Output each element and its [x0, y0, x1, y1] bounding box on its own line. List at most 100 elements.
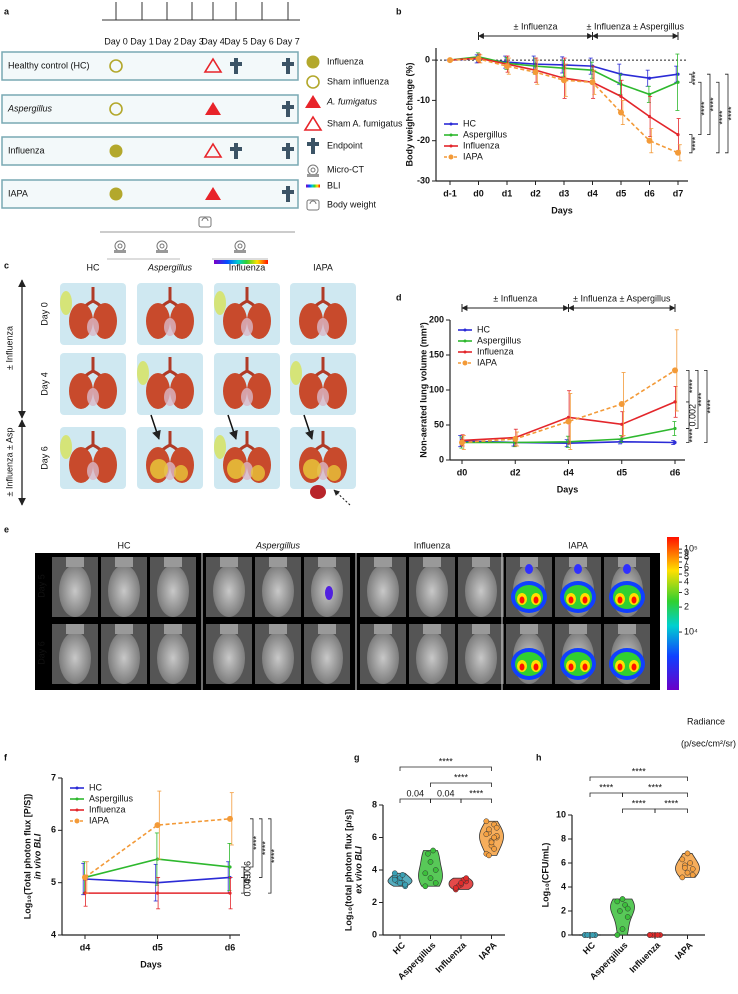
legend-marker — [462, 360, 468, 366]
x-tick-label: d6 — [225, 942, 236, 952]
timeline-legend-label: Sham A. fumigatus — [327, 118, 403, 128]
day-label: Day 0 — [104, 36, 128, 46]
legend-label: Aspergillus — [477, 335, 522, 345]
x-tick-label: IAPA — [477, 940, 499, 962]
mouse-holder — [472, 557, 490, 567]
significance-label: **** — [599, 782, 614, 792]
sham-influenza-symbol — [306, 75, 320, 89]
ct-artifact — [214, 435, 226, 459]
data-point — [589, 932, 596, 938]
group-row — [1, 94, 299, 124]
mouse — [59, 565, 91, 617]
heart — [87, 462, 99, 480]
data-point — [689, 866, 696, 872]
signal — [623, 564, 631, 574]
significance-bracket — [707, 73, 711, 136]
heart — [164, 318, 176, 336]
ct-artifact — [60, 435, 72, 459]
data-point — [619, 926, 626, 932]
data-point — [432, 880, 439, 886]
significance-label: **** — [690, 136, 700, 151]
sham-influenza-symbol — [109, 59, 123, 73]
series-point — [447, 57, 453, 64]
signal — [533, 663, 539, 671]
significance-label: **** — [705, 399, 715, 414]
group-label: Healthy control (HC) — [8, 60, 90, 70]
series-point — [155, 881, 160, 885]
legend-marker — [463, 350, 467, 354]
signal — [617, 663, 623, 671]
series-point — [620, 440, 624, 444]
significance-label: **** — [687, 379, 697, 394]
lesion — [174, 465, 188, 481]
legend-marker — [449, 133, 453, 137]
day-label: Day 2 — [155, 36, 179, 46]
group-label: IAPA — [313, 262, 333, 272]
colorbar-tick-label: 2 — [684, 601, 689, 611]
data-point — [682, 864, 688, 871]
legend-label: Aspergillus — [89, 793, 134, 803]
y-axis-title: Non-aerated lung volume (mm³) — [418, 322, 428, 458]
significance-label: **** — [454, 772, 469, 782]
mouse-holder — [569, 624, 587, 634]
signal — [582, 663, 588, 671]
panel-label: g — [354, 752, 360, 762]
y-tick-label: 0 — [561, 929, 566, 939]
series-point — [647, 114, 652, 119]
data-point — [425, 850, 431, 857]
significance-label: **** — [708, 97, 718, 112]
data-point — [687, 860, 693, 866]
group-label: IAPA — [568, 540, 588, 550]
heart — [317, 318, 329, 336]
significance-label: 0.006 — [242, 861, 252, 884]
significance-label: **** — [469, 788, 484, 798]
series-point — [532, 69, 539, 76]
series-point — [475, 55, 482, 62]
data-point — [391, 876, 398, 883]
legend-marker — [448, 154, 454, 160]
period-label: ± Influenza ± Aspergillus — [573, 293, 671, 303]
series-point — [647, 76, 652, 80]
mouse — [465, 632, 497, 684]
x-tick-label: d0 — [457, 467, 468, 477]
x-tick-label: d5 — [616, 188, 627, 198]
group-label: Influenza — [229, 262, 266, 272]
significance-bracket — [589, 776, 688, 781]
y-tick-label: 2 — [372, 897, 377, 907]
group-label: Aspergillus — [147, 262, 193, 272]
significance-label: **** — [251, 835, 261, 850]
panel-label: c — [4, 260, 9, 270]
colorbar-unit: (p/sec/cm²/sr) — [681, 738, 736, 748]
sham-fumigatus-symbol — [303, 115, 323, 131]
series-point — [459, 439, 465, 446]
day-label: Day 6 — [250, 36, 274, 46]
series-point — [533, 64, 538, 68]
series-point — [589, 79, 596, 86]
mouse-holder — [269, 557, 287, 567]
data-point — [488, 839, 495, 846]
series-point — [673, 426, 677, 431]
mouse-holder — [520, 624, 538, 634]
x-tick-label: HC — [391, 940, 408, 957]
lesion — [150, 459, 168, 479]
series-point — [676, 80, 680, 84]
significance-bracket — [622, 808, 656, 813]
significance-bracket — [399, 798, 431, 803]
y-tick-label: 6 — [372, 832, 377, 842]
colorbar-tick-label: 5 — [684, 568, 689, 578]
data-point — [624, 914, 631, 920]
group-label: Influenza — [8, 145, 45, 155]
y-tick-label: 4 — [561, 881, 566, 891]
sham-influenza-symbol — [109, 102, 123, 116]
endpoint-symbol — [307, 138, 319, 154]
lung — [223, 373, 247, 409]
mouse — [465, 565, 497, 617]
legend-marker — [449, 144, 453, 148]
legend-label: IAPA — [477, 357, 497, 367]
legend-marker — [75, 808, 79, 812]
significance-bracket — [695, 370, 699, 429]
micro-ct-icon — [156, 240, 168, 252]
significance-bracket — [654, 808, 688, 813]
data-point — [483, 831, 490, 838]
mouse — [213, 632, 245, 684]
